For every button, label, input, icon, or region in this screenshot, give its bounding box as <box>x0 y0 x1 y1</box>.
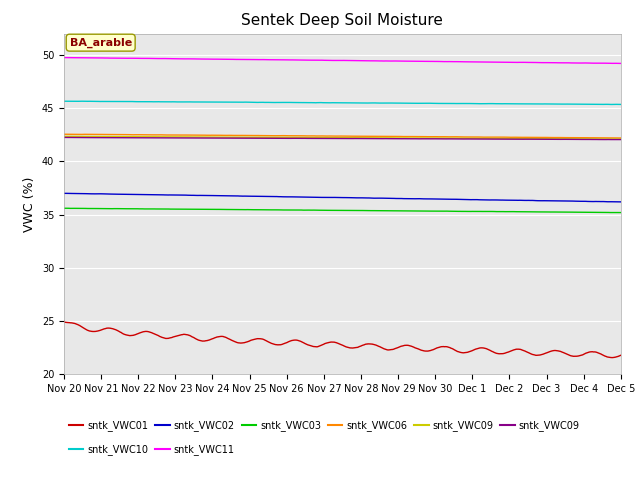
Text: BA_arable: BA_arable <box>70 37 132 48</box>
Legend: sntk_VWC10, sntk_VWC11: sntk_VWC10, sntk_VWC11 <box>69 444 235 455</box>
Y-axis label: VWC (%): VWC (%) <box>23 176 36 232</box>
Title: Sentek Deep Soil Moisture: Sentek Deep Soil Moisture <box>241 13 444 28</box>
